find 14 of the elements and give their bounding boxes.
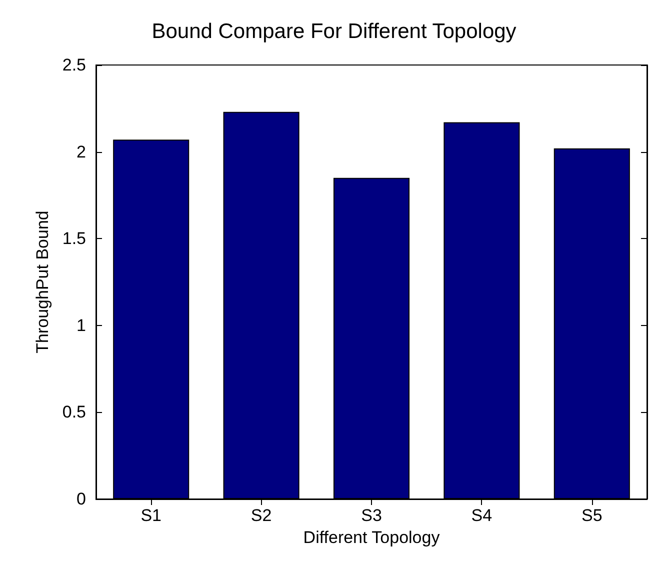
x-tick-label: S2 xyxy=(250,506,272,525)
x-tick-label: S5 xyxy=(582,506,602,525)
y-tick-label: 0 xyxy=(76,490,86,508)
x-axis-title: Different Topology xyxy=(303,528,440,547)
y-tick-label: 0.5 xyxy=(62,402,86,422)
y-axis-title: ThroughPut Bound xyxy=(33,210,52,354)
y-tick-label: 2 xyxy=(76,142,86,162)
y-tick-label: 1.5 xyxy=(62,229,86,248)
x-tick-label: S4 xyxy=(471,506,492,525)
y-tick-label: 2.5 xyxy=(62,56,86,74)
x-tick-label: S3 xyxy=(361,506,382,525)
chart-title: Bound Compare For Different Topology xyxy=(152,20,517,43)
y-tick-label: 1 xyxy=(76,316,86,335)
x-tick-label: S1 xyxy=(140,506,162,525)
